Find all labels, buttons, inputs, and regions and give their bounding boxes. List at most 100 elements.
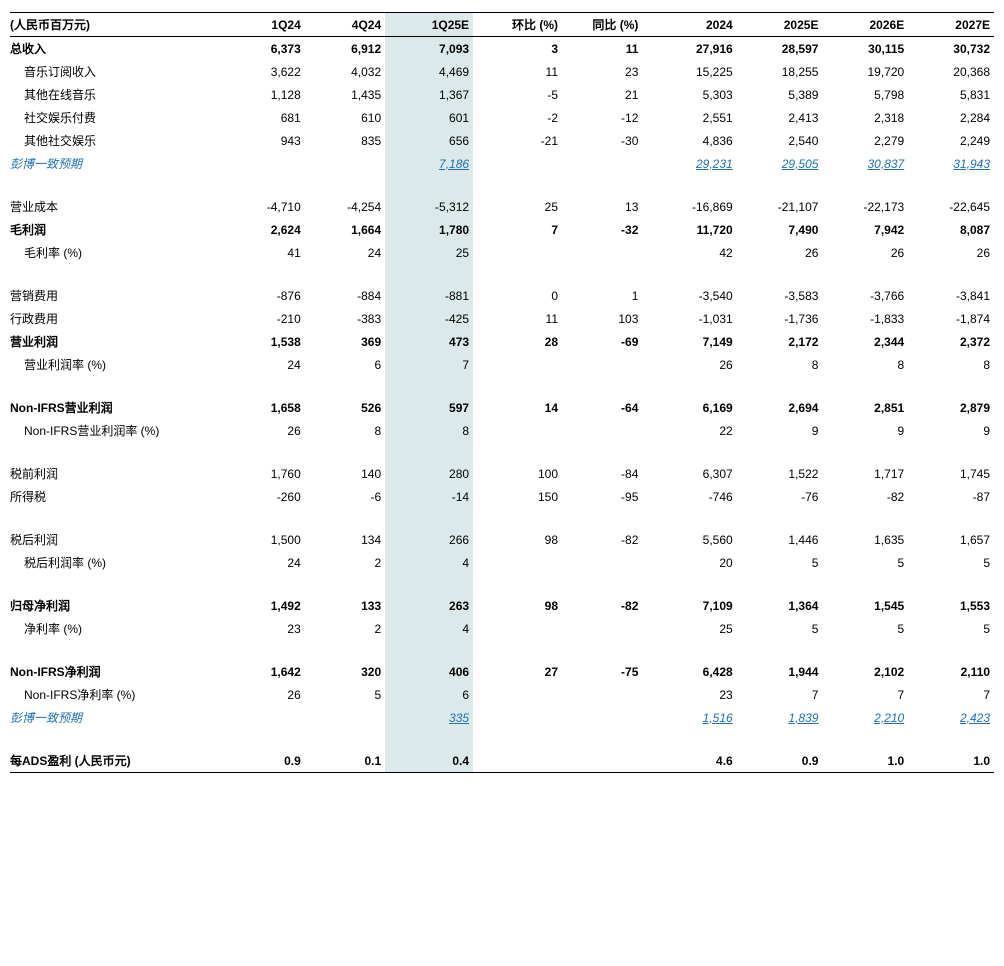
cell-1q24: [224, 706, 304, 729]
cell-1q24: 41: [224, 241, 304, 264]
header-4q24: 4Q24: [305, 13, 385, 37]
cell-2026e: 2,210: [822, 706, 908, 729]
table-row: [10, 376, 994, 396]
cell-yoy: [562, 551, 642, 574]
gap-cell: [473, 152, 482, 175]
cell-2026e: 1,545: [822, 594, 908, 617]
cell-1q25e: 8: [385, 419, 473, 442]
cell-2025e: 1,944: [737, 660, 823, 683]
header-yoy: 同比 (%): [562, 13, 642, 37]
cell-1q24: 943: [224, 129, 304, 152]
cell-2024: 22: [651, 419, 737, 442]
row-label: 税后利润: [10, 528, 224, 551]
row-label: Non-IFRS营业利润: [10, 396, 224, 419]
cell-1q24: 1,492: [224, 594, 304, 617]
cell-2025e: -3,583: [737, 284, 823, 307]
header-1q25e: 1Q25E: [385, 13, 473, 37]
cell-2025e: -76: [737, 485, 823, 508]
cell-2025e: 7,490: [737, 218, 823, 241]
table-row: [10, 729, 994, 749]
table-row: 每ADS盈利 (人民币元)0.90.10.44.60.91.01.0: [10, 749, 994, 773]
cell-4q24: 8: [305, 419, 385, 442]
cell-2026e: 2,344: [822, 330, 908, 353]
gap-cell: [473, 307, 482, 330]
cell-qoq: 150: [482, 485, 562, 508]
header-gap2: [642, 13, 651, 37]
cell-4q24: 320: [305, 660, 385, 683]
cell-2025e: 5: [737, 617, 823, 640]
cell-2026e: 2,851: [822, 396, 908, 419]
cell-yoy: -32: [562, 218, 642, 241]
gap-cell: [642, 83, 651, 106]
cell-1q25e: 4,469: [385, 60, 473, 83]
cell-1q24: 1,500: [224, 528, 304, 551]
cell-2027e: 2,249: [908, 129, 994, 152]
cell-1q25e: 406: [385, 660, 473, 683]
cell-yoy: -95: [562, 485, 642, 508]
row-label: 营业成本: [10, 195, 224, 218]
cell-2027e: 5,831: [908, 83, 994, 106]
gap-cell: [642, 307, 651, 330]
cell-1q25e: 1,367: [385, 83, 473, 106]
cell-yoy: -82: [562, 528, 642, 551]
cell-2027e: 31,943: [908, 152, 994, 175]
gap-cell: [473, 353, 482, 376]
cell-4q24: 133: [305, 594, 385, 617]
row-label: 营销费用: [10, 284, 224, 307]
cell-2026e: -82: [822, 485, 908, 508]
table-row: 税后利润1,50013426698-825,5601,4461,6351,657: [10, 528, 994, 551]
table-row: 其他社交娱乐943835656-21-304,8362,5402,2792,24…: [10, 129, 994, 152]
gap-cell: [642, 706, 651, 729]
cell-2027e: -22,645: [908, 195, 994, 218]
table-row: 社交娱乐付费681610601-2-122,5512,4132,3182,284: [10, 106, 994, 129]
cell-qoq: 7: [482, 218, 562, 241]
cell-2026e: 9: [822, 419, 908, 442]
cell-qoq: [482, 706, 562, 729]
cell-2027e: 2,423: [908, 706, 994, 729]
cell-qoq: [482, 749, 562, 773]
cell-yoy: [562, 152, 642, 175]
table-row: Non-IFRS净利润1,64232040627-756,4281,9442,1…: [10, 660, 994, 683]
cell-2024: 6,307: [651, 462, 737, 485]
cell-4q24: 526: [305, 396, 385, 419]
gap-cell: [642, 485, 651, 508]
cell-2025e: 26: [737, 241, 823, 264]
cell-1q24: -210: [224, 307, 304, 330]
cell-4q24: 2: [305, 551, 385, 574]
cell-2027e: -1,874: [908, 307, 994, 330]
table-row: 税前利润1,760140280100-846,3071,5221,7171,74…: [10, 462, 994, 485]
cell-1q24: 1,760: [224, 462, 304, 485]
cell-1q25e: 4: [385, 617, 473, 640]
cell-yoy: 103: [562, 307, 642, 330]
cell-yoy: 1: [562, 284, 642, 307]
cell-1q25e: 7,093: [385, 37, 473, 61]
cell-2025e: 1,446: [737, 528, 823, 551]
gap-cell: [473, 37, 482, 61]
gap-cell: [473, 83, 482, 106]
row-label: Non-IFRS净利润: [10, 660, 224, 683]
cell-2024: -16,869: [651, 195, 737, 218]
cell-yoy: -84: [562, 462, 642, 485]
row-label: 彭博一致预期: [10, 152, 224, 175]
gap-cell: [642, 551, 651, 574]
cell-2026e: 2,279: [822, 129, 908, 152]
cell-1q25e: 6: [385, 683, 473, 706]
cell-2027e: 5: [908, 617, 994, 640]
cell-2024: 29,231: [651, 152, 737, 175]
gap-cell: [473, 660, 482, 683]
cell-2024: 11,720: [651, 218, 737, 241]
cell-2027e: 26: [908, 241, 994, 264]
gap-cell: [473, 330, 482, 353]
cell-4q24: 1,664: [305, 218, 385, 241]
financial-table: (人民币百万元) 1Q24 4Q24 1Q25E 环比 (%) 同比 (%) 2…: [10, 12, 994, 773]
row-label: 行政费用: [10, 307, 224, 330]
cell-2027e: 8: [908, 353, 994, 376]
cell-qoq: [482, 617, 562, 640]
header-gap1: [473, 13, 482, 37]
cell-yoy: -30: [562, 129, 642, 152]
gap-cell: [473, 462, 482, 485]
cell-2026e: 5: [822, 551, 908, 574]
cell-2026e: 19,720: [822, 60, 908, 83]
cell-2026e: 7,942: [822, 218, 908, 241]
cell-yoy: [562, 419, 642, 442]
